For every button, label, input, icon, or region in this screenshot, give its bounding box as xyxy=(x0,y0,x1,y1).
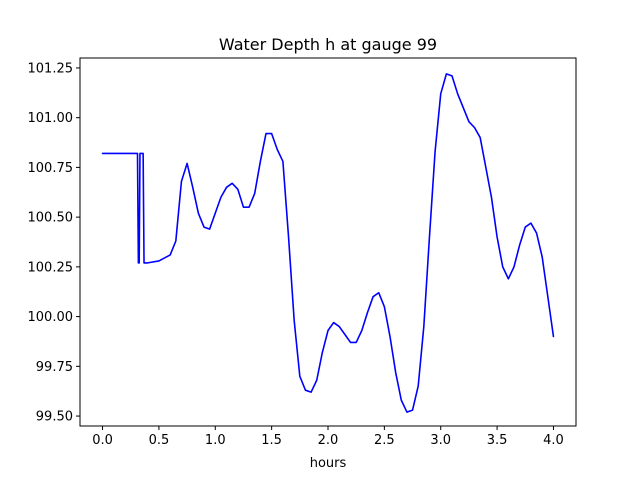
x-tick-label: 3.0 xyxy=(430,433,451,448)
x-axis-label: hours xyxy=(310,456,347,471)
chart-title: Water Depth h at gauge 99 xyxy=(219,35,437,54)
x-tick-label: 2.5 xyxy=(374,433,395,448)
x-tick-label: 1.0 xyxy=(205,433,226,448)
y-tick-label: 99.75 xyxy=(36,360,73,375)
series-line xyxy=(101,73,555,413)
y-axis: 99.50 99.75 100.00 100.25 100.50 100.75 101.00… xyxy=(28,61,80,425)
y-tick-label: 100.00 xyxy=(28,310,74,325)
x-axis: 0.0 0.5 1.0 1.5 2.0 2.5 3.0 3.5 4.0 xyxy=(92,426,564,448)
x-tick-label: 2.0 xyxy=(318,433,339,448)
x-tick-label: 3.5 xyxy=(487,433,508,448)
x-tick-label: 0.5 xyxy=(149,433,170,448)
x-tick-label: 1.5 xyxy=(261,433,282,448)
series-layer xyxy=(101,73,555,413)
y-tick-label: 100.75 xyxy=(28,161,74,176)
y-tick-label: 100.25 xyxy=(28,260,74,275)
y-tick-label: 100.50 xyxy=(28,211,74,226)
x-tick-label: 4.0 xyxy=(543,433,564,448)
y-tick-label: 101.25 xyxy=(28,61,74,76)
y-tick-label: 101.00 xyxy=(28,111,74,126)
x-tick-label: 0.0 xyxy=(92,433,113,448)
y-tick-label: 99.50 xyxy=(36,410,73,425)
